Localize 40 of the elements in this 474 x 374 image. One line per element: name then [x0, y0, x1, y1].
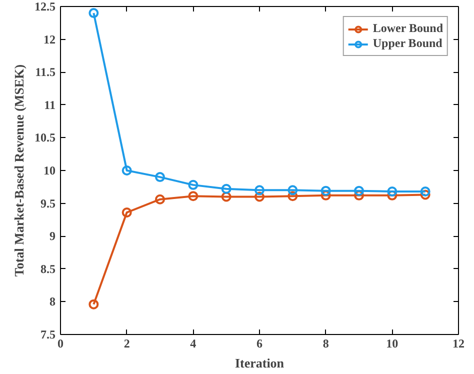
- x-tick-label: 6: [256, 336, 262, 350]
- point: [122, 166, 132, 176]
- point: [320, 190, 331, 200]
- y-tick-label: 9: [50, 229, 56, 244]
- point: [387, 186, 398, 196]
- y-tick-label: 11.5: [35, 65, 56, 80]
- x-tick-label: 0: [58, 336, 64, 350]
- legend-label: Upper Bound: [372, 36, 442, 51]
- point: [155, 194, 165, 204]
- point: [221, 192, 232, 202]
- y-tick-label: 10: [44, 164, 56, 178]
- x-tick-label: 8: [322, 336, 329, 350]
- y-tick-label: 8: [50, 294, 56, 309]
- point: [288, 191, 298, 202]
- y-tick-label: 12.5: [34, 0, 56, 14]
- x-tick-label: 12: [452, 336, 464, 350]
- y-tick-label: 10.5: [34, 130, 56, 145]
- y-tick-label: 11: [44, 98, 56, 112]
- legend-label: Lower Bound: [372, 21, 443, 36]
- point: [254, 192, 264, 202]
- y-tick-label: 7.5: [40, 328, 56, 342]
- x-axis-title: Iteration: [234, 356, 285, 370]
- y-axis-title: Total Market-Based Revenue (MSEK): [12, 64, 26, 277]
- point: [387, 190, 398, 200]
- point: [354, 190, 364, 200]
- point: [320, 186, 331, 196]
- point: [288, 185, 298, 196]
- point: [254, 185, 264, 196]
- x-tick-label: 2: [124, 336, 130, 350]
- point: [221, 184, 232, 194]
- point: [354, 186, 364, 196]
- point: [155, 172, 165, 182]
- x-tick-label: 10: [386, 336, 398, 350]
- y-tick-label: 12: [44, 32, 56, 46]
- x-tick-label: 4: [190, 336, 196, 350]
- point: [188, 180, 198, 190]
- point: [122, 207, 132, 218]
- point: [188, 191, 198, 202]
- y-tick-label: 8.5: [40, 262, 56, 276]
- y-tick-label: 9.5: [40, 196, 56, 210]
